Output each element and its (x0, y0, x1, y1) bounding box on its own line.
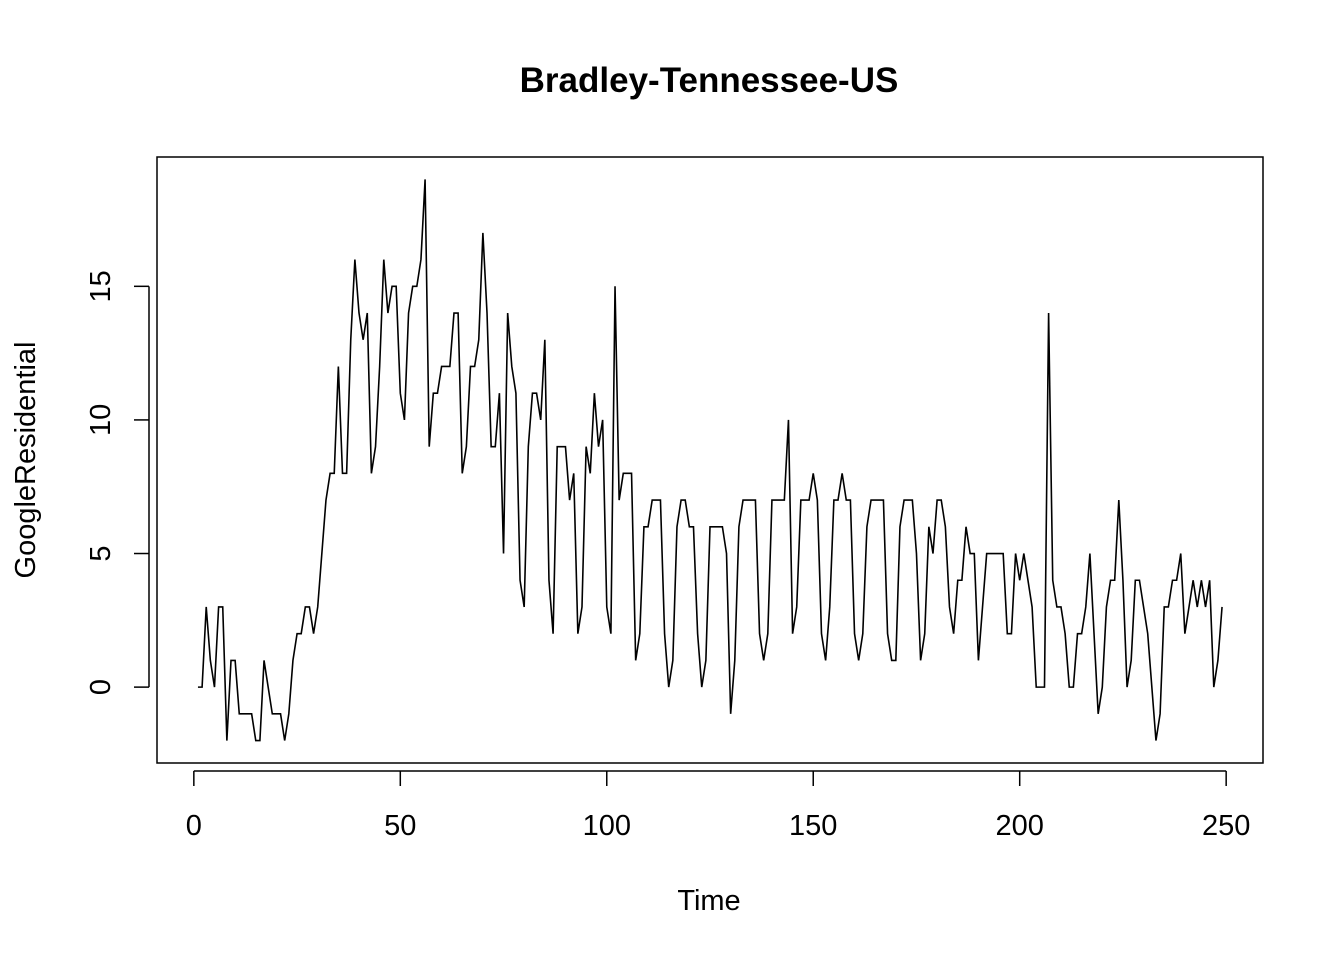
chart-title: Bradley-Tennessee-US (520, 61, 899, 100)
y-tick-label: 10 (85, 404, 117, 436)
x-axis: 0 50 100 150 200 250 (186, 770, 1250, 842)
x-tick-label: 200 (996, 810, 1044, 842)
x-tick-label: 250 (1202, 810, 1250, 842)
y-tick-label: 15 (85, 270, 117, 302)
x-tick-label: 50 (384, 810, 416, 842)
plot-frame (156, 156, 1264, 764)
y-axis-label: GoogleResidential (10, 342, 42, 579)
y-tick-label: 5 (85, 545, 117, 561)
series-line (197, 179, 1223, 742)
x-axis-label: Time (677, 885, 740, 917)
x-tick-label: 100 (583, 810, 631, 842)
y-tick-label: 0 (85, 679, 117, 695)
x-tick-label: 150 (789, 810, 837, 842)
y-axis: 0 5 10 15 (85, 270, 150, 695)
series-layer (197, 179, 1223, 742)
x-tick-label: 0 (186, 810, 202, 842)
